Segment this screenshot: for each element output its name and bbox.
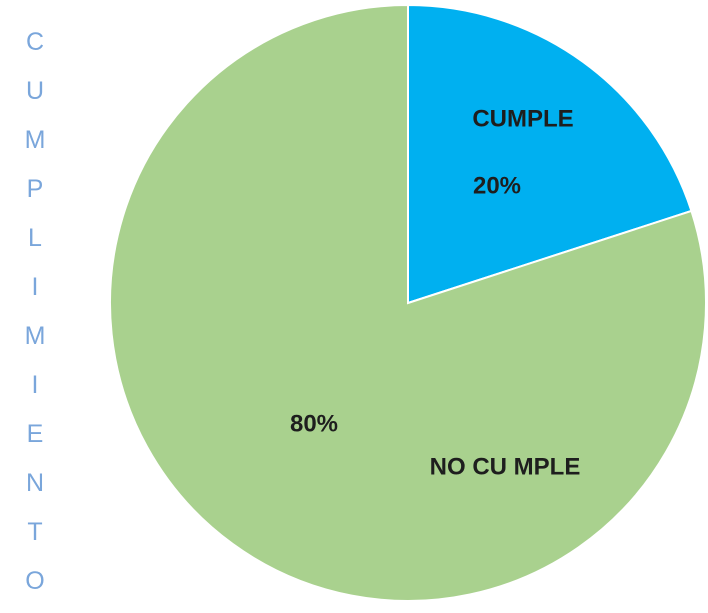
slice-label: CUMPLE (472, 105, 573, 132)
axis-title: CUMPLIMIENTO (21, 28, 49, 613)
slice-label: NO CU MPLE (430, 453, 581, 480)
pie-slice (109, 3, 707, 602)
pie-slice (407, 3, 693, 305)
value-label: 20% (473, 172, 521, 199)
value-label: 80% (290, 410, 338, 437)
